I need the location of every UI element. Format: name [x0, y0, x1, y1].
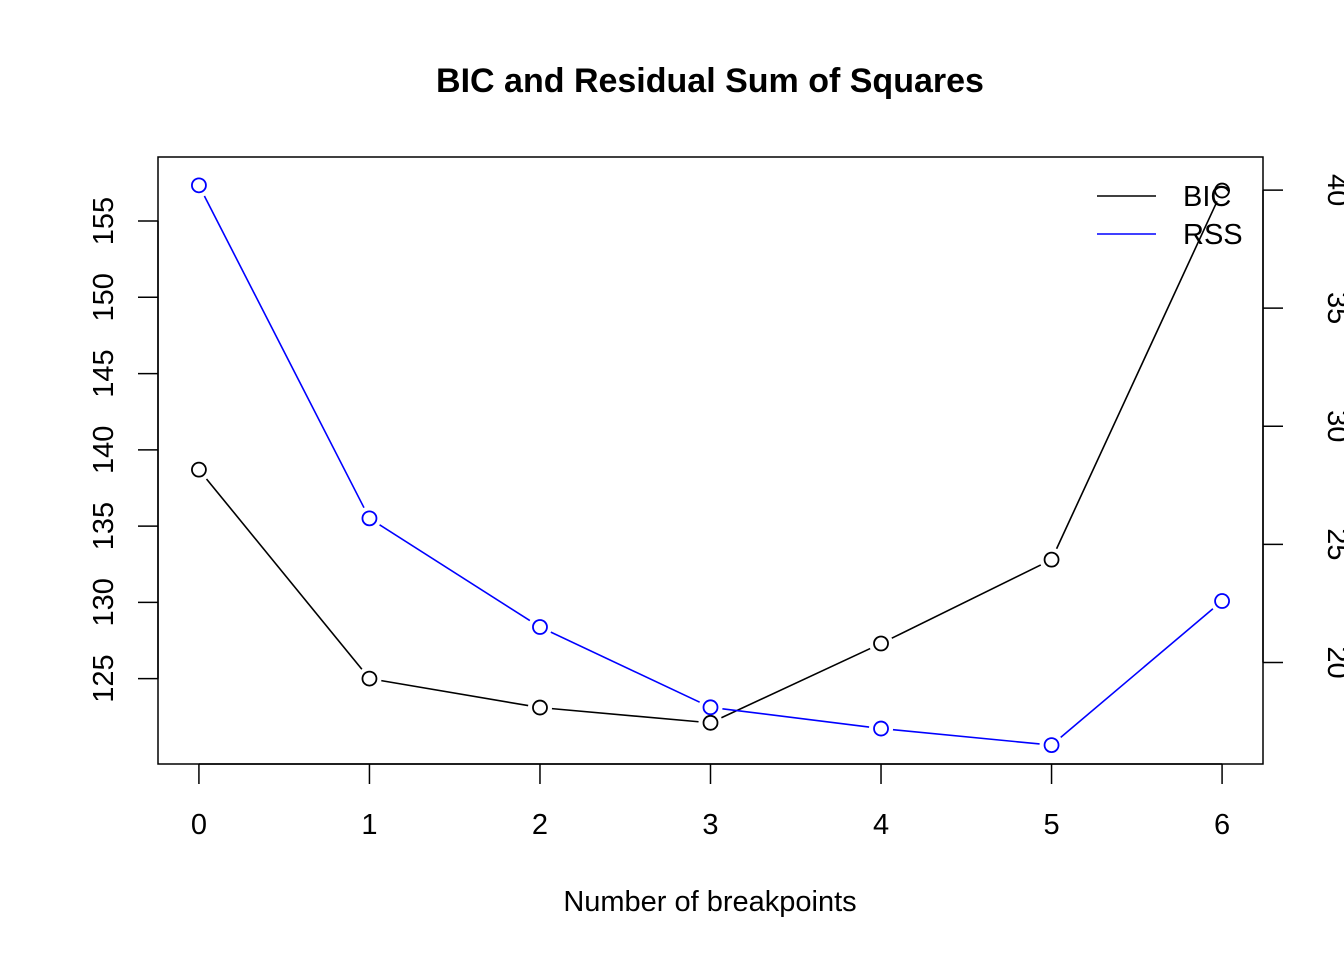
x-tick-label: 4: [873, 809, 889, 841]
y-tick-label: 150: [88, 273, 120, 321]
rss-point: [1043, 737, 1060, 754]
legend-label: BIC: [1183, 181, 1231, 213]
y-tick-label: 135: [88, 502, 120, 550]
y2-tick-label: 20: [1321, 646, 1344, 678]
bic-point: [873, 635, 889, 652]
rss-line-segment: [722, 708, 870, 728]
bic-point: [1043, 551, 1060, 568]
bic-line-segment: [721, 647, 871, 719]
rss-point: [1214, 593, 1230, 609]
y2-tick-label: 25: [1321, 528, 1344, 560]
y-axis-right: 20 25 30 35 40: [1262, 174, 1344, 679]
y-tick-label: 125: [88, 654, 120, 702]
chart-title: BIC and Residual Sum of Squares: [436, 62, 984, 100]
y-axis-left: 125 130 135 140 145 150 155: [88, 197, 159, 703]
legend-item-rss: RSS: [1097, 219, 1243, 251]
bic-line-segment: [381, 679, 529, 707]
x-axis: 0 1 2 3 4 5 6: [191, 763, 1230, 841]
y2-tick-label: 30: [1321, 410, 1344, 442]
x-tick-label: 3: [702, 809, 718, 841]
series-rss: [191, 177, 1230, 754]
x-axis-label: Number of breakpoints: [563, 886, 856, 918]
rss-point: [702, 699, 719, 716]
rss-point: [873, 720, 889, 737]
rss-line-segment: [379, 524, 531, 622]
series-bic: [191, 182, 1230, 731]
bic-line-segment: [551, 707, 699, 723]
bic-line-segment: [1055, 201, 1218, 550]
rss-line-segment: [203, 195, 365, 509]
series-layer: [191, 177, 1230, 754]
bic-point: [361, 670, 378, 687]
legend: BIC RSS: [1097, 181, 1243, 251]
rss-point: [191, 177, 207, 194]
y2-tick-label: 35: [1321, 292, 1344, 324]
x-tick-label: 0: [191, 809, 207, 841]
y2-tick-label: 40: [1321, 174, 1344, 206]
bic-point: [702, 714, 719, 731]
y-tick-label: 145: [88, 349, 120, 397]
bic-line-segment: [891, 564, 1042, 639]
rss-point: [361, 510, 378, 527]
y-tick-label: 155: [88, 197, 120, 245]
bic-point: [532, 699, 548, 716]
x-tick-label: 6: [1214, 809, 1230, 841]
x-tick-label: 2: [532, 809, 548, 841]
x-tick-label: 5: [1043, 809, 1059, 841]
rss-line-segment: [1060, 608, 1214, 738]
y-tick-label: 130: [88, 578, 120, 626]
bic-point: [191, 461, 207, 478]
x-tick-label: 1: [361, 809, 377, 841]
rss-point: [532, 619, 548, 635]
rss-line-segment: [892, 728, 1040, 745]
bic-line-segment: [205, 478, 363, 670]
legend-item-bic: BIC: [1097, 181, 1231, 213]
bic-point: [1214, 182, 1230, 199]
legend-label: RSS: [1183, 219, 1243, 251]
rss-line-segment: [550, 631, 700, 703]
y-tick-label: 140: [88, 426, 120, 474]
